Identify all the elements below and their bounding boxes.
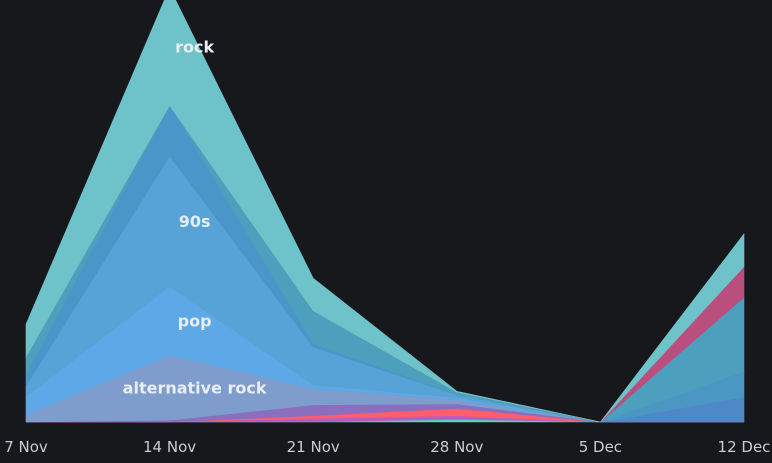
series-label-pop: pop (178, 312, 212, 331)
series-label-alternative-rock: alternative rock (123, 379, 267, 398)
series-labels: alternative rock pop 90s rock (123, 38, 267, 398)
area-series-12 (25, 0, 745, 423)
series-label-rock: rock (175, 38, 214, 57)
x-axis-ticks: 7 Nov 14 Nov 21 Nov 28 Nov 5 Dec 12 Dec (4, 438, 770, 456)
x-tick-label: 12 Dec (718, 438, 771, 456)
x-tick-label: 7 Nov (4, 438, 48, 456)
x-tick-label: 14 Nov (143, 438, 196, 456)
x-tick-label: 5 Dec (579, 438, 622, 456)
x-tick-label: 21 Nov (287, 438, 340, 456)
x-tick-label: 28 Nov (430, 438, 483, 456)
area-layers (25, 0, 745, 423)
series-label-90s: 90s (179, 212, 211, 231)
